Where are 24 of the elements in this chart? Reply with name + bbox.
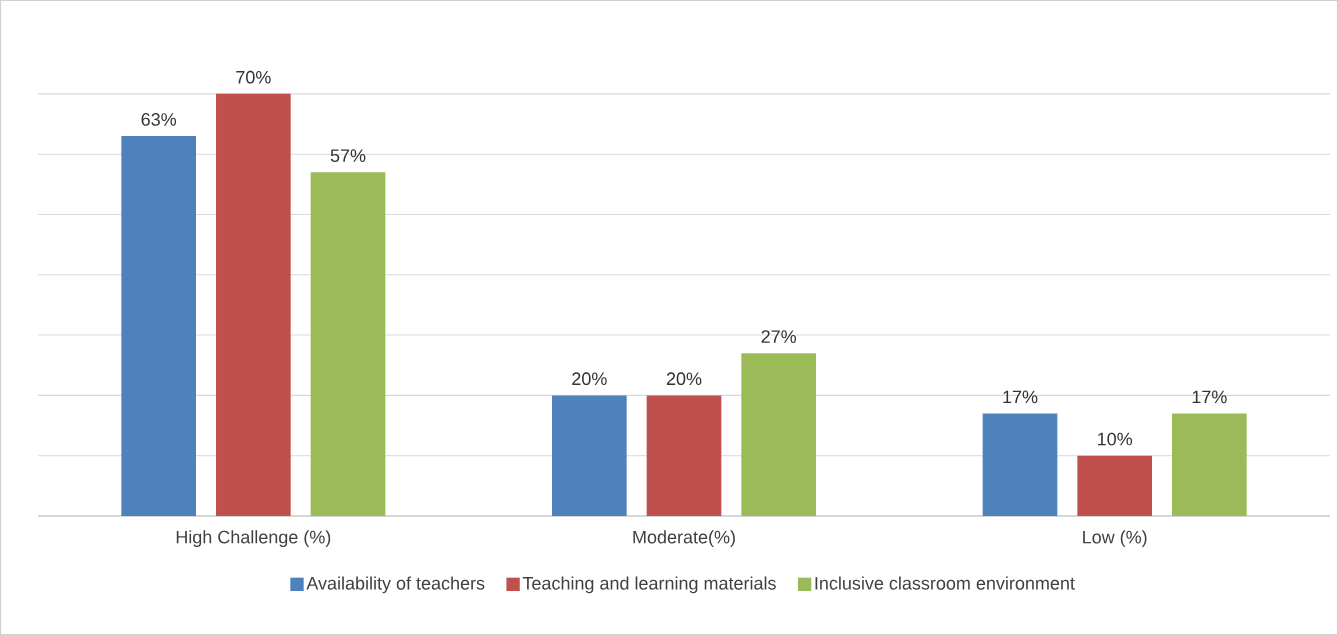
bar [646, 395, 722, 516]
bar [121, 136, 197, 516]
data-label: 70% [236, 70, 271, 84]
legend-label: Inclusive classroom environment [815, 576, 1075, 590]
legend-label: Teaching and learning materials [522, 576, 776, 594]
data-label: 17% [1003, 390, 1038, 404]
data-label: 57% [330, 149, 366, 162]
bar [741, 353, 817, 516]
x-tick-label: High Challenge (%) [176, 530, 331, 548]
bar [982, 413, 1058, 516]
bar [310, 172, 386, 516]
x-tick-label: Moderate(%) [633, 530, 735, 548]
data-label: 17% [1192, 390, 1227, 404]
bar [1077, 455, 1152, 516]
legend-label: Availability of teachers [306, 576, 485, 594]
data-label: 27% [761, 330, 797, 343]
bar [216, 93, 291, 516]
data-label: 10% [1098, 432, 1133, 446]
bar [1172, 413, 1247, 516]
x-tick-label: Low (%) [1083, 530, 1147, 548]
data-label: 63% [141, 113, 177, 126]
data-label: 20% [666, 372, 702, 386]
data-label: 20% [572, 372, 607, 386]
bar [552, 395, 627, 516]
